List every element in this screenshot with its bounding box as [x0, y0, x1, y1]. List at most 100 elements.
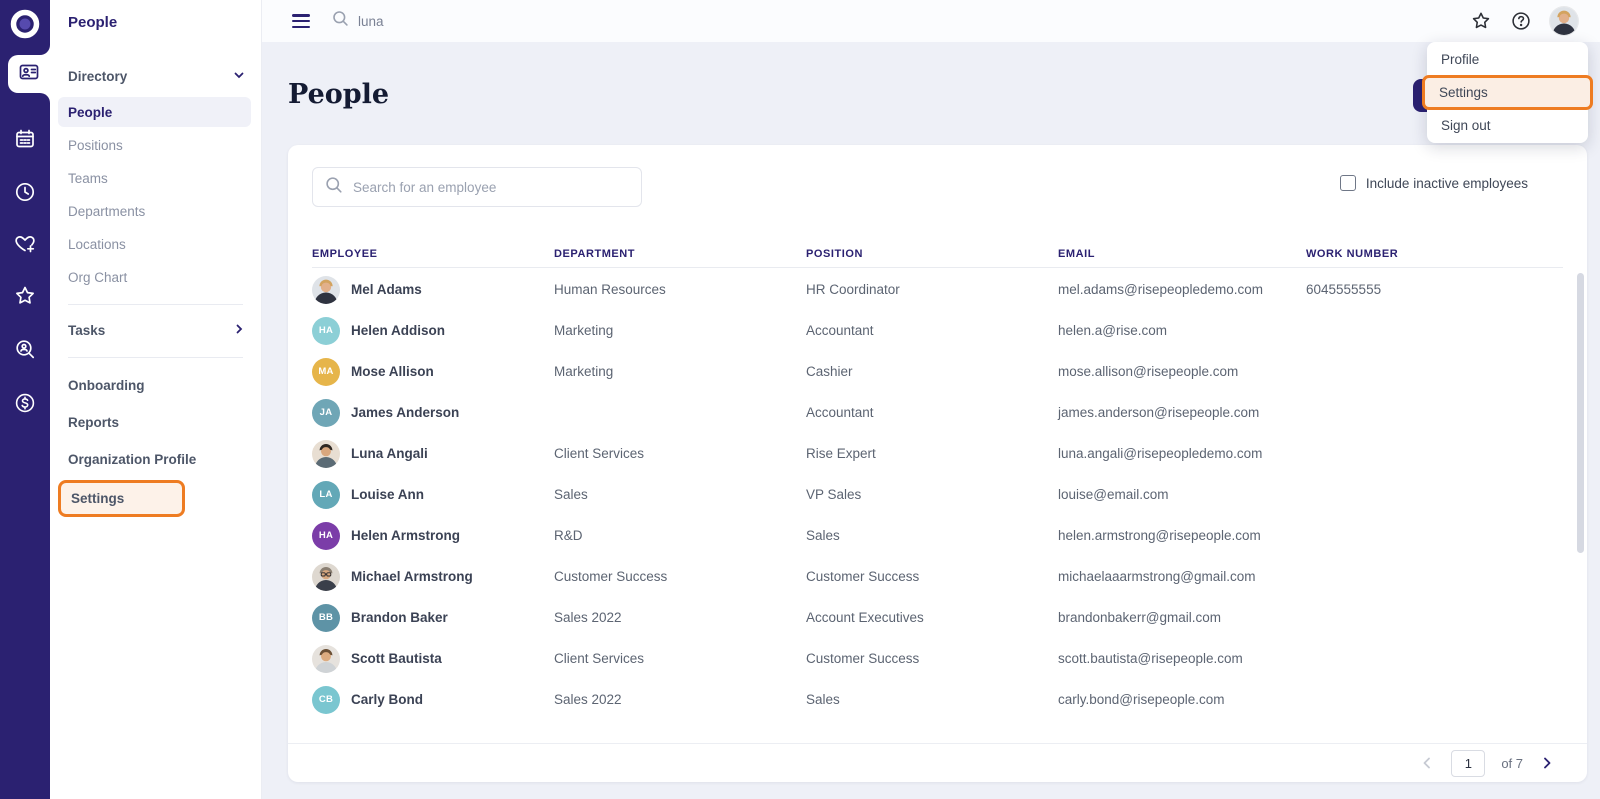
favorites-star-icon[interactable] — [1470, 10, 1492, 32]
hamburger-menu-icon[interactable] — [292, 14, 310, 28]
avatar-initials: HA — [312, 316, 340, 345]
table-row[interactable]: LA Louise Ann Sales VP Sales louise@email.co… — [312, 474, 1563, 515]
pagination: of 7 — [288, 743, 1587, 782]
sidebar-item-label: Settings — [71, 491, 125, 506]
employee-cell: HA Helen Armstrong — [312, 521, 554, 550]
sidebar-group-tasks[interactable]: Tasks — [50, 315, 261, 345]
table-scrollbar[interactable] — [1577, 273, 1584, 553]
include-inactive-label: Include inactive employees — [1365, 175, 1528, 191]
user-avatar[interactable] — [1550, 7, 1578, 35]
position-cell: Rise Expert — [806, 446, 876, 461]
chevron-down-icon — [233, 69, 245, 84]
email-cell: mel.adams@risepeopledemo.com — [1058, 282, 1264, 297]
star-badge-icon[interactable] — [13, 284, 37, 308]
email-cell: michaelaaarmstrong@gmail.com — [1058, 569, 1256, 584]
sidebar-item-label: Org Chart — [68, 269, 128, 285]
table-row[interactable]: CB Carly Bond Sales 2022 Sales carly.bond@ri… — [312, 679, 1563, 720]
department-cell: Marketing — [554, 323, 614, 338]
sidebar-item-label: Organization Profile — [68, 451, 197, 467]
position-cell: Accountant — [806, 323, 874, 338]
rail-tab-fillet — [40, 93, 50, 103]
menu-item-signout[interactable]: Sign out — [1441, 118, 1491, 133]
sidebar-group-directory[interactable]: Directory — [50, 61, 261, 91]
menu-item-settings[interactable]: Settings — [1439, 85, 1488, 100]
icon-rail — [0, 0, 50, 799]
search-icon — [325, 176, 343, 199]
calendar-icon[interactable] — [13, 127, 37, 151]
employee-cell: JA James Anderson — [312, 398, 554, 427]
department-cell: Human Resources — [554, 282, 666, 297]
column-header-position: POSITION — [806, 248, 863, 260]
table-row[interactable]: HA Helen Addison Marketing Accountant helen.… — [312, 310, 1563, 351]
global-search-input[interactable] — [358, 13, 578, 29]
position-cell: Sales — [806, 528, 840, 543]
sidebar-title: People — [68, 14, 118, 31]
global-search[interactable] — [332, 10, 578, 32]
sidebar-item-label: People — [68, 104, 113, 120]
employee-search[interactable] — [312, 167, 642, 207]
table-row[interactable]: Scott Bautista Client Services Customer Su… — [312, 638, 1563, 679]
sidebar-item-label: Departments — [68, 203, 146, 219]
table-row[interactable]: HA Helen Armstrong R&D Sales helen.armstrong… — [312, 515, 1563, 556]
column-header-email: EMAIL — [1058, 248, 1095, 260]
avatar-initials: JA — [312, 398, 340, 427]
employee-cell: CB Carly Bond — [312, 685, 554, 714]
sidebar-item-label: Reports — [68, 414, 120, 430]
rail-tab-fillet — [40, 45, 50, 55]
sidebar-item-settings-highlighted[interactable]: Settings — [58, 480, 185, 517]
sidebar-item-departments[interactable]: Departments — [58, 196, 251, 226]
dollar-icon[interactable] — [13, 391, 37, 415]
employee-name: Helen Armstrong — [351, 528, 461, 543]
employee-table-card: Include inactive employees EMPLOYEE DEPA… — [288, 145, 1587, 782]
menu-item-profile[interactable]: Profile — [1441, 52, 1480, 67]
rail-item-people-active[interactable] — [8, 55, 50, 93]
position-cell: Accountant — [806, 405, 874, 420]
topbar — [262, 0, 1600, 42]
page-total-label: of 7 — [1501, 755, 1523, 771]
position-cell: Account Executives — [806, 610, 924, 625]
employee-search-input[interactable] — [353, 179, 629, 195]
department-cell: Client Services — [554, 651, 645, 666]
employee-cell: LA Louise Ann — [312, 480, 554, 509]
table-row[interactable]: BB Brandon Baker Sales 2022 Account Executi… — [312, 597, 1563, 638]
table-row[interactable]: Mel Adams Human Resources HR Coordinator me… — [312, 269, 1563, 310]
position-cell: Cashier — [806, 364, 853, 379]
avatar-photo — [312, 275, 340, 304]
main-content: People Include inactive employees EMPLOY… — [262, 42, 1600, 799]
sidebar-item-people[interactable]: People — [58, 97, 251, 127]
employee-name: Mose Allison — [351, 364, 434, 379]
table-row[interactable]: Michael Armstrong Customer Success Custome… — [312, 556, 1563, 597]
employee-name: James Anderson — [351, 405, 460, 420]
include-inactive-checkbox[interactable] — [1339, 175, 1356, 191]
previous-page-icon[interactable] — [1419, 755, 1435, 771]
sidebar-item-label: Locations — [68, 236, 126, 252]
sidebar-item-teams[interactable]: Teams — [58, 163, 251, 193]
email-cell: carly.bond@risepeople.com — [1058, 692, 1225, 707]
position-cell: VP Sales — [806, 487, 862, 502]
sidebar-item-reports[interactable]: Reports — [50, 407, 261, 437]
rise-logo-icon[interactable] — [10, 9, 40, 39]
employee-cell: Michael Armstrong — [312, 562, 554, 591]
sidebar-item-locations[interactable]: Locations — [58, 229, 251, 259]
department-cell: Client Services — [554, 446, 645, 461]
sidebar-item-onboarding[interactable]: Onboarding — [50, 370, 261, 400]
next-page-icon[interactable] — [1539, 755, 1555, 771]
include-inactive-toggle[interactable]: Include inactive employees — [1339, 175, 1528, 191]
table-row[interactable]: JA James Anderson Accountant james.anderson… — [312, 392, 1563, 433]
table-row[interactable]: MA Mose Allison Marketing Cashier mose.allis… — [312, 351, 1563, 392]
sidebar-item-label: Positions — [68, 137, 123, 153]
page-title: People — [288, 79, 390, 110]
search-person-icon[interactable] — [13, 337, 37, 361]
table-row[interactable]: Luna Angali Client Services Rise Expert lun… — [312, 433, 1563, 474]
heart-plus-icon[interactable] — [13, 232, 37, 256]
sidebar-item-positions[interactable]: Positions — [58, 130, 251, 160]
clock-icon[interactable] — [13, 180, 37, 204]
sidebar-item-org-chart[interactable]: Org Chart — [58, 262, 251, 292]
page-number-input[interactable] — [1451, 749, 1486, 777]
employee-cell: Luna Angali — [312, 439, 554, 468]
avatar-initials: MA — [312, 357, 340, 386]
department-cell: Sales — [554, 487, 588, 502]
sidebar-item-organization-profile[interactable]: Organization Profile — [50, 444, 261, 474]
help-icon[interactable] — [1510, 10, 1532, 32]
tasks-label: Tasks — [68, 322, 106, 338]
